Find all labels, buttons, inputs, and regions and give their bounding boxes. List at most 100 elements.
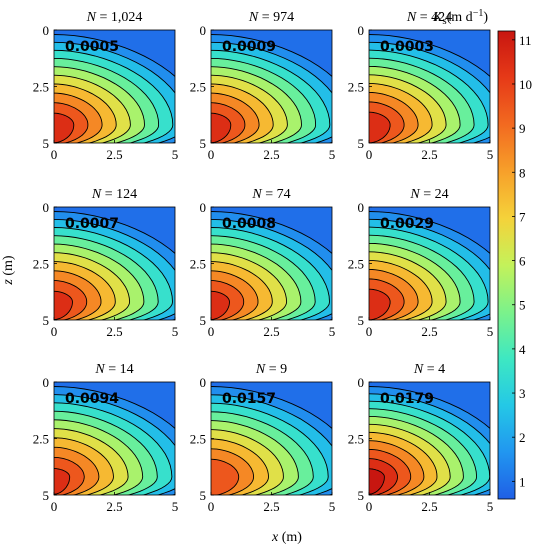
z-tick-label: 5 (200, 313, 207, 328)
contour-line (54, 394, 175, 495)
contour-line (54, 34, 175, 143)
x-tick-label: 5 (329, 499, 336, 514)
contour-line (369, 386, 490, 495)
x-tick-label: 0 (51, 147, 58, 162)
contour-line (369, 242, 461, 320)
z-tick-label: 2.5 (348, 257, 364, 272)
z-tick-label: 0 (358, 375, 365, 390)
panel-title: N = 424 (406, 10, 452, 25)
x-axis-label: x (m) (271, 530, 302, 545)
contour-line (54, 92, 103, 143)
contour-line (54, 218, 175, 320)
contour-line (54, 290, 73, 320)
z-tick-label: 0 (43, 200, 50, 215)
contour-line (54, 437, 114, 495)
contour-line (54, 419, 144, 495)
contour-line (54, 211, 175, 320)
x-tick-label: 2.5 (106, 324, 122, 339)
x-tick-label: 0 (51, 499, 58, 514)
contour-field (369, 207, 490, 320)
z-tick-label: 2.5 (33, 432, 49, 447)
panel-title: N = 14 (94, 362, 133, 377)
z-tick-label: 2.5 (190, 257, 206, 272)
panel-title: N = 4 (413, 362, 445, 377)
z-tick-label: 5 (200, 136, 207, 151)
contour-line (54, 102, 89, 143)
x-tick-label: 5 (329, 147, 336, 162)
x-tick-label: 2.5 (263, 324, 279, 339)
contour-line (369, 423, 451, 495)
contour-line (54, 280, 88, 320)
contour-line (54, 49, 174, 143)
colorbar-tick-label: 7 (519, 209, 526, 224)
contour-line (369, 57, 475, 143)
contour-line (54, 243, 145, 320)
contour-field (369, 382, 490, 495)
z-tick-label: 2.5 (190, 80, 206, 95)
x-tick-label: 5 (172, 499, 179, 514)
x-tick-label: 5 (487, 147, 494, 162)
contour-line (369, 218, 490, 320)
contour-line (369, 91, 419, 143)
contour-line (54, 468, 71, 495)
contour-line (369, 226, 489, 320)
z-tick-label: 5 (358, 313, 365, 328)
contour-line (211, 411, 314, 495)
contour-line (211, 290, 230, 320)
error-label: 0.0003 (380, 39, 434, 55)
z-tick-label: 5 (200, 488, 207, 503)
contour-line (369, 448, 412, 495)
contour-band (369, 207, 391, 320)
z-tick-label: 0 (43, 375, 50, 390)
x-tick-label: 2.5 (106, 499, 122, 514)
contour-line (211, 235, 316, 320)
contour-line (369, 268, 419, 320)
contour-line (369, 101, 405, 143)
contour-line (369, 41, 490, 143)
z-tick-label: 0 (358, 200, 365, 215)
z-tick-label: 2.5 (348, 432, 364, 447)
contour-line (369, 393, 490, 495)
x-tick-label: 0 (366, 147, 373, 162)
colorbar-tick-label: 2 (519, 430, 526, 445)
contour-line (211, 102, 246, 143)
colorbar-label: Ks(m d−1) (432, 8, 488, 27)
contour-field (211, 30, 332, 143)
contour-field (211, 382, 332, 495)
contour-line (369, 431, 438, 495)
contour-line (211, 41, 332, 143)
contour-line (211, 57, 317, 143)
contour-line (54, 402, 173, 495)
panel: 0 2.5 502.55N = 240.0029 (348, 187, 494, 339)
z-axis-label: z (m) (1, 255, 16, 286)
contour-line (369, 74, 447, 143)
z-tick-label: 0 (200, 23, 207, 38)
z-tick-label: 0 (200, 375, 207, 390)
contour-line (369, 65, 461, 143)
z-tick-label: 2.5 (33, 80, 49, 95)
x-tick-label: 5 (329, 324, 336, 339)
z-tick-label: 5 (43, 136, 50, 151)
contour-line (369, 288, 391, 320)
panel-title: N = 24 (409, 187, 448, 202)
contour-line (54, 252, 131, 320)
contour-line (54, 386, 175, 495)
contour-line (211, 74, 288, 143)
colorbar-tick-label: 4 (519, 342, 526, 357)
contour-line (211, 112, 232, 143)
colorbar: 1 2 3 4 5 6 7 8 9 10 11 Ks(m d−1) (432, 8, 532, 500)
x-tick-label: 0 (366, 324, 373, 339)
contour-line (54, 112, 75, 143)
x-tick-label: 0 (208, 324, 215, 339)
contour-field (369, 30, 490, 143)
contour-line (211, 280, 245, 320)
contour-band (369, 30, 391, 143)
contour-line (369, 82, 433, 143)
panel-title: N = 1,024 (86, 10, 143, 25)
x-tick-label: 5 (487, 324, 494, 339)
contour-line (369, 458, 398, 495)
